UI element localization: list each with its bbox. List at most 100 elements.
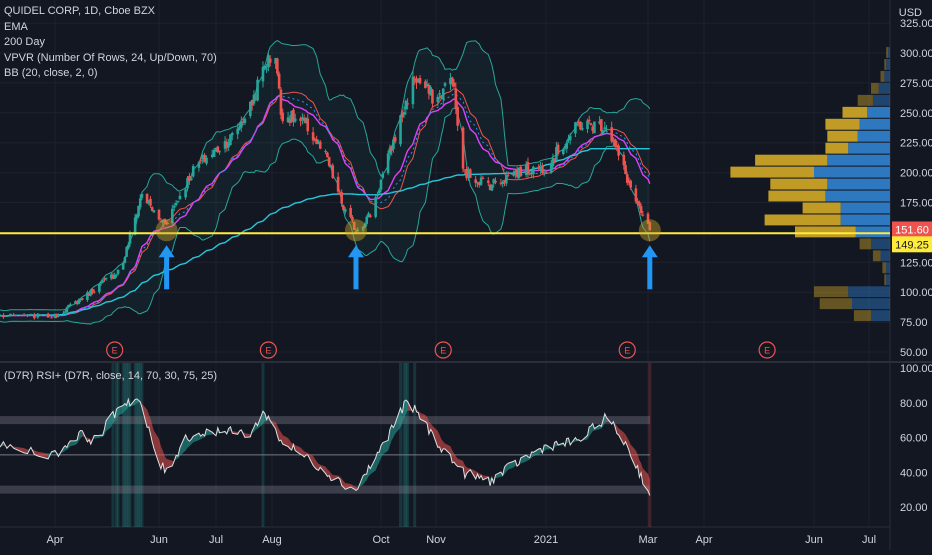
rsi-fill-segment [452,450,455,463]
rsi-fill-segment [153,430,159,464]
rsi-extreme-zone [404,363,408,527]
rsi-fill-segment [116,407,119,419]
volume-profile-up-bar [867,106,890,118]
rsi-fill-segment [159,438,161,469]
candle-body [388,147,392,154]
candle-body [171,208,174,223]
candle-body [249,101,252,116]
volume-profile-down-bar [886,47,889,58]
candle-body [87,293,91,296]
candle-body [304,117,308,124]
candle-body [386,153,390,174]
legend-symbol[interactable]: QUIDEL CORP, 1D, Cboe BZX [4,5,155,17]
rsi-fill-segment [381,442,383,459]
volume-profile-down-bar [770,178,828,190]
earnings-marker-label: E [764,346,770,356]
candle-body [648,222,652,231]
legend-vpvr[interactable]: VPVR (Number Of Rows, 24, Up/Down, 70) [4,51,217,64]
rsi-fill-segment [24,448,28,454]
time-tick-label: Jun [805,534,823,546]
bounce-arrow-shaft [164,255,170,290]
candle-body [150,207,154,211]
rsi-fill-segment [327,469,330,477]
volume-profile-up-bar [884,70,890,82]
candle-body [205,157,208,164]
candle-body [638,202,641,206]
rsi-fill-segment [176,455,178,460]
earnings-marker-icon [434,341,452,359]
volume-profile-down-bar [755,154,828,166]
candle-body [214,147,218,152]
candle-body [22,314,26,316]
sma200-line [0,148,650,318]
candle-body [427,85,431,94]
last-price-label: 151.60 [895,224,929,236]
rsi-fill-segment [228,426,231,432]
volume-profile-down-bar [795,226,856,238]
rsi-fill-segment [544,444,546,452]
rsi-fill-segment [455,456,458,467]
candle-body [125,247,128,257]
candle-body [301,117,304,120]
bounce-highlight [155,219,178,242]
rsi-fill-segment [295,445,301,455]
rsi-extreme-zone [261,363,265,527]
volume-profile-up-bar [827,154,890,166]
bounce-arrow-shaft [353,255,359,290]
candle-body [418,77,422,84]
candle-body [568,135,572,141]
candle-body [479,177,483,185]
candle-body [431,89,434,104]
rsi-fill-segment [330,473,333,481]
candle-body [161,219,165,223]
volume-profile-up-bar [872,94,890,106]
candle-body [463,169,467,171]
candle-body [89,290,93,296]
rsi-fill-segment [279,429,281,441]
candle-body [63,311,67,313]
rsi-fill-segment [625,434,628,446]
rsi-fill-segment [341,478,344,488]
legend-bb[interactable]: BB (20, close, 2, 0) [4,67,98,79]
candle-body [365,216,369,224]
legend-200-day[interactable]: 200 Day [4,36,45,48]
candle-body [9,313,12,316]
candle-body [629,180,633,188]
rsi-fill-segment [166,459,173,469]
rsi-fill-segment [445,443,451,455]
candle-body [137,205,140,217]
volume-profile-down-bar [884,274,887,286]
rsi-fill-segment [191,436,194,445]
candle-body [159,221,163,223]
candle-body [268,58,272,63]
volume-profile-up-bar [871,310,890,322]
rsi-fill-segment [508,461,514,470]
rsi-legend[interactable]: (D7R) RSI+ (D7R, close, 14, 70, 30, 75, … [4,370,218,382]
volume-profile-up-bar [857,130,890,142]
candle-body [506,174,510,176]
candle-body [393,137,397,142]
rsi-level-band [0,416,650,425]
candle-body [225,141,229,148]
candle-body [199,160,203,162]
candle-body [575,123,579,125]
candle-body [587,119,591,122]
rsi-fill-segment [538,448,541,455]
rsi-fill-segment [395,408,401,434]
volume-profile-up-bar [859,118,890,130]
candle-body [625,174,629,183]
rsi-tick-label: 20.00 [900,502,928,514]
candle-body [98,284,101,292]
candle-body [147,200,151,203]
bounce-arrow-icon [641,245,658,258]
rsi-fill-segment [566,438,569,444]
candle-body [188,175,191,181]
rsi-extreme-zone [399,363,403,527]
volume-profile-up-bar [840,214,890,226]
candle-body [505,175,508,184]
legend-ema[interactable]: EMA [4,20,28,33]
volume-profile-down-bar [842,106,868,118]
candle-body [216,146,220,153]
